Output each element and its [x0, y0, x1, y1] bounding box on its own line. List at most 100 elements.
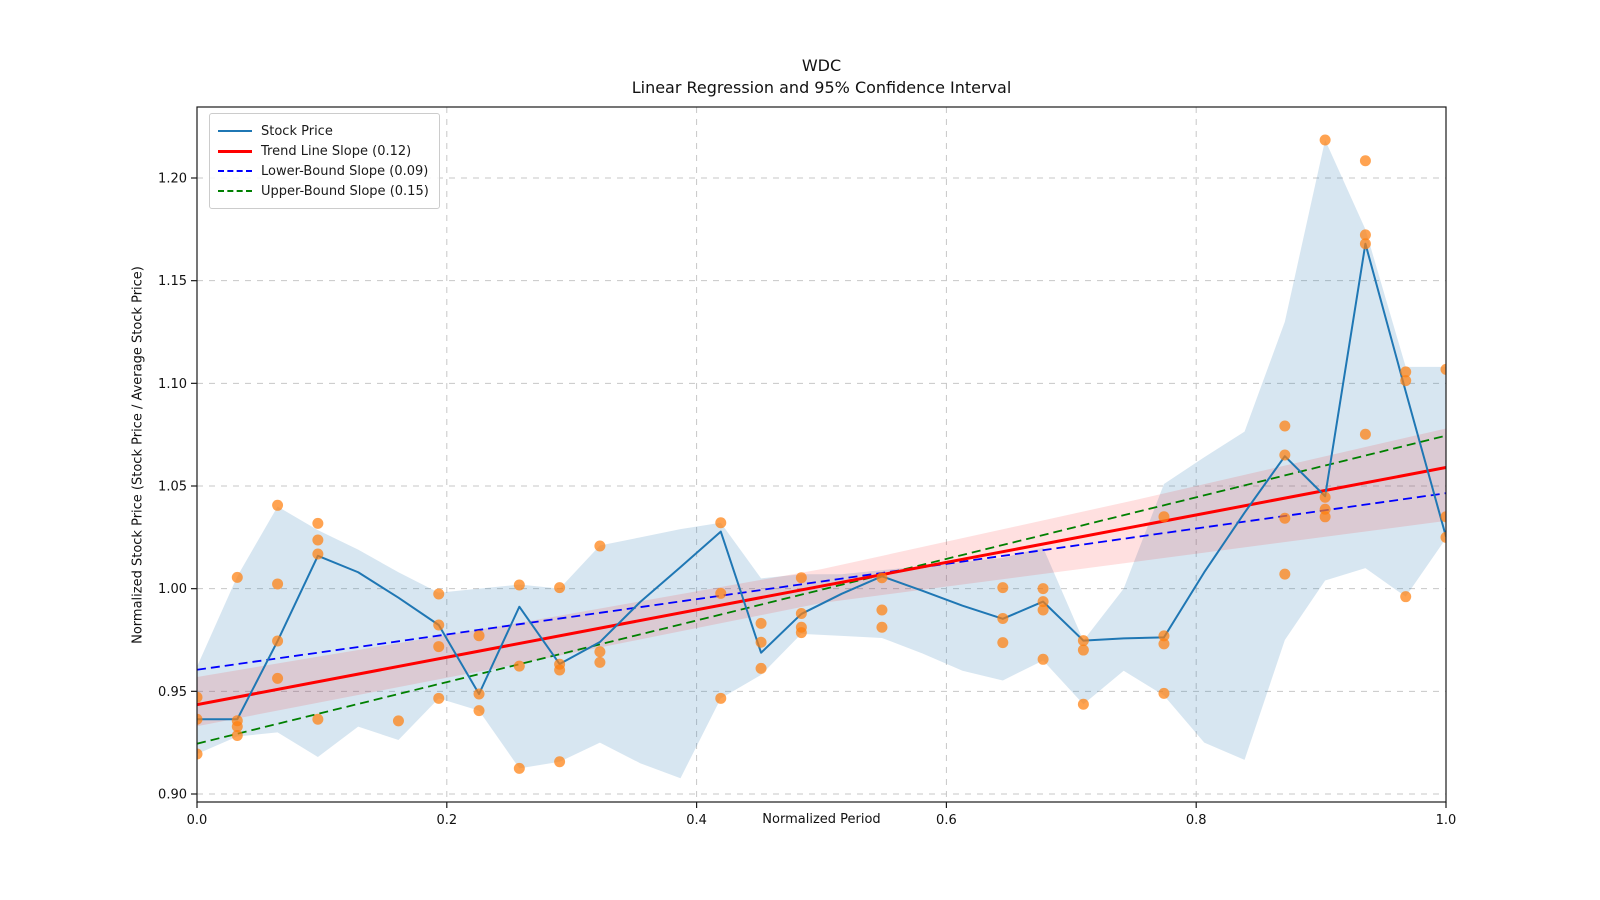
scatter-point	[1279, 420, 1291, 432]
legend-label: Trend Line Slope (0.12)	[261, 143, 412, 159]
scatter-point	[392, 715, 404, 727]
scatter-point	[715, 587, 727, 599]
legend: Stock Price Trend Line Slope (0.12) Lower-…	[209, 113, 440, 209]
scatter-point	[1037, 596, 1049, 608]
scatter-point	[312, 548, 324, 560]
x-axis-label: Normalized Period	[762, 812, 881, 827]
scatter-point	[1037, 653, 1049, 665]
x-tick-label: 0.2	[436, 813, 457, 828]
scatter-point	[1037, 583, 1049, 595]
scatter-point	[1279, 568, 1291, 580]
stock-price-line	[197, 242, 1446, 721]
scatter-point	[795, 627, 807, 639]
scatter-point	[1319, 503, 1331, 515]
scatter-point	[715, 692, 727, 704]
scatter-point	[795, 572, 807, 584]
x-tick-label: 0.8	[1186, 813, 1207, 828]
trend-confidence-band	[197, 428, 1446, 727]
scatter-point	[1440, 363, 1446, 375]
scatter-point	[312, 534, 324, 546]
upper-bound-line	[197, 434, 1446, 745]
legend-swatch-solid	[218, 149, 252, 153]
scatter-point	[272, 499, 284, 511]
legend-item: Stock Price	[218, 121, 429, 141]
confidence-band	[197, 140, 1446, 779]
y-tick-label: 0.95	[158, 685, 187, 700]
trend-line	[197, 466, 1446, 707]
scatter-point	[1440, 531, 1446, 543]
scatter-point	[513, 762, 525, 774]
y-axis-label: Normalized Stock Price (Stock Price / Av…	[130, 266, 146, 644]
scatter-point	[272, 578, 284, 590]
scatter-point	[1319, 491, 1331, 503]
scatter-point	[197, 691, 203, 703]
scatter-point	[1359, 229, 1371, 241]
scatter-point	[997, 582, 1009, 594]
scatter-point	[1400, 366, 1412, 378]
scatter-point	[513, 660, 525, 672]
scatter-point	[231, 729, 243, 741]
scatter-point	[997, 637, 1009, 649]
scatter-point	[1037, 604, 1049, 616]
scatter-point	[473, 705, 485, 717]
scatter-point	[594, 646, 606, 658]
legend-item: Trend Line Slope (0.12)	[218, 141, 429, 161]
scatter-point	[1319, 134, 1331, 146]
scatter-point	[1077, 635, 1089, 647]
y-tick-label: 1.00	[158, 582, 187, 597]
scatter-point	[272, 635, 284, 647]
scatter-point	[1279, 512, 1291, 524]
scatter-point	[876, 572, 888, 584]
scatter-point	[197, 748, 203, 760]
chart-title-line2: Linear Regression and 95% Confidence Int…	[631, 78, 1012, 97]
scatter-point	[876, 621, 888, 633]
scatter-point	[197, 713, 203, 725]
scatter-point	[594, 540, 606, 552]
scatter-point	[554, 756, 566, 768]
legend-item: Lower-Bound Slope (0.09)	[218, 161, 429, 181]
x-tick-label: 0.6	[936, 813, 957, 828]
scatter-point	[473, 630, 485, 642]
scatter-point	[1279, 449, 1291, 461]
scatter-point	[554, 582, 566, 594]
chart-title-line1: WDC	[801, 56, 842, 75]
scatter-point	[1158, 687, 1170, 699]
scatter-point	[1359, 155, 1371, 167]
scatter-point	[715, 517, 727, 529]
chart-title: WDC Linear Regression and 95% Confidence…	[197, 55, 1446, 99]
scatter-point	[433, 641, 445, 653]
scatter-point	[1158, 630, 1170, 642]
scatter-point	[1440, 511, 1446, 523]
y-tick-label: 1.10	[158, 377, 187, 392]
scatter-point	[997, 612, 1009, 624]
y-tick-label: 1.15	[158, 274, 187, 289]
x-tick-label: 0.4	[686, 813, 707, 828]
scatter-point	[594, 656, 606, 668]
scatter-point	[272, 672, 284, 684]
scatter-point	[312, 713, 324, 725]
scatter-point	[433, 619, 445, 631]
legend-item: Upper-Bound Slope (0.15)	[218, 181, 429, 201]
scatter-point	[1359, 238, 1371, 250]
scatter-point	[433, 692, 445, 704]
scatter-point	[1400, 591, 1412, 603]
scatter-point	[1319, 511, 1331, 523]
scatter-point	[433, 588, 445, 600]
legend-label: Lower-Bound Slope (0.09)	[261, 163, 429, 179]
x-tick-label: 0.0	[187, 813, 208, 828]
scatter-point	[1359, 428, 1371, 440]
legend-swatch-dashed	[218, 190, 252, 192]
scatter-point	[312, 517, 324, 529]
scatter-point	[755, 662, 767, 674]
scatter-point	[513, 579, 525, 591]
scatter-point	[755, 617, 767, 629]
y-tick-label: 1.20	[158, 172, 187, 187]
plot-frame	[196, 106, 1447, 803]
scatter-point	[1158, 638, 1170, 650]
scatter-point	[473, 688, 485, 700]
scatter-point	[1158, 511, 1170, 523]
scatter-point	[554, 664, 566, 676]
scatter-point	[1077, 644, 1089, 656]
